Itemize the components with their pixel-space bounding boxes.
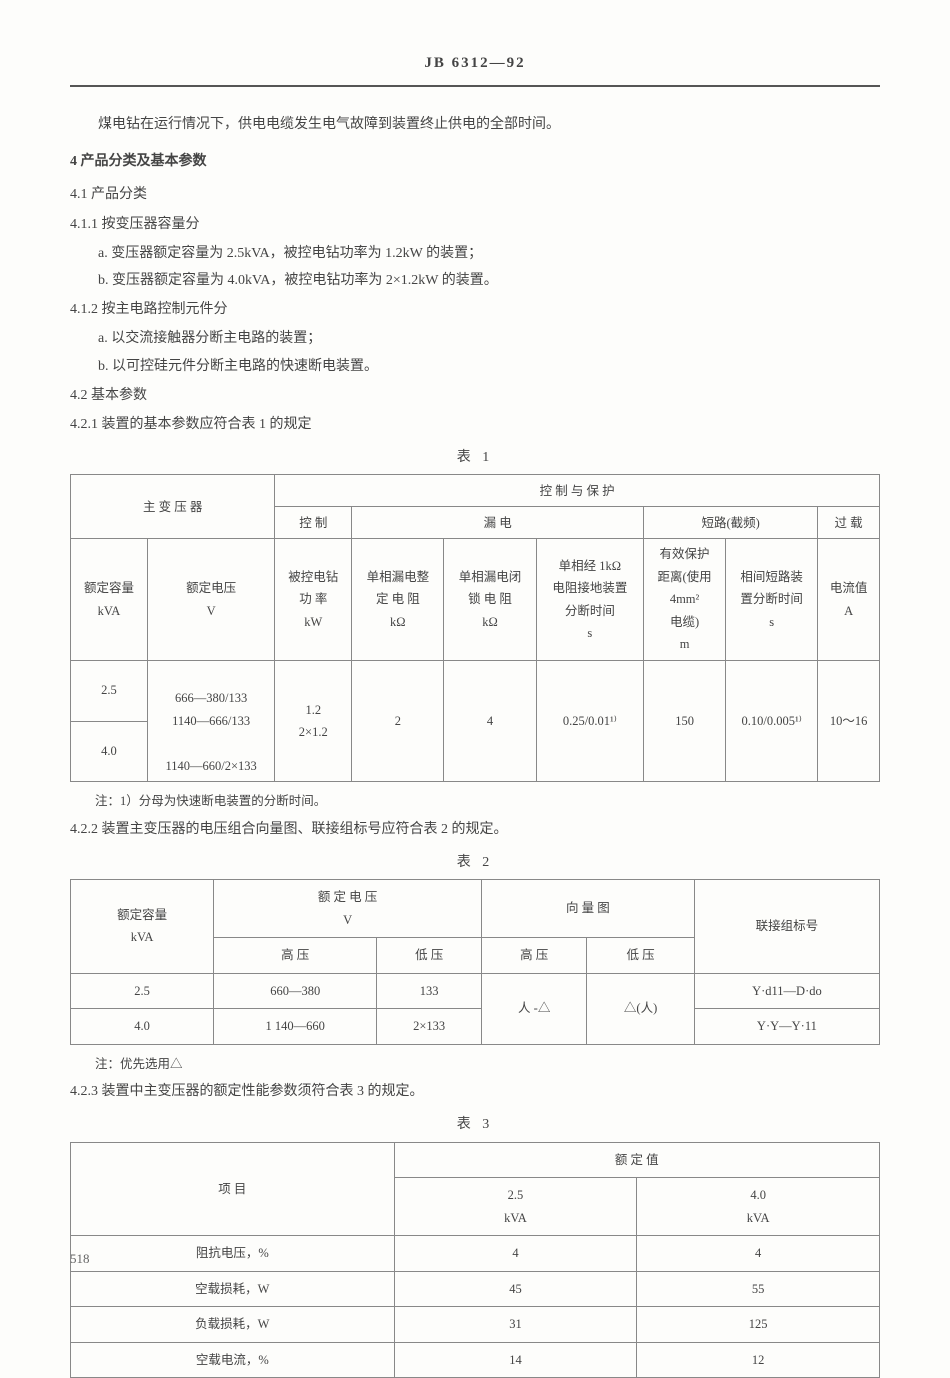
table3-caption: 表 3 [70,1112,880,1137]
t1-r2-volt: 1140—660/2×133 [165,759,256,773]
intro-paragraph: 煤电钻在运行情况下，供电电缆发生电气故障到装置终止供电的全部时间。 [70,112,880,137]
t3-h-rated: 额 定 值 [394,1142,879,1178]
table1-note: 注：1）分母为快速断电装置的分断时间。 [95,790,880,813]
section-4-1-1-title: 4.1.1 按变压器容量分 [70,212,880,237]
doc-number: JB 6312—92 [424,55,525,71]
t2-r1-lv: 133 [377,973,482,1009]
doc-number-header: JB 6312—92 [70,50,880,87]
t2-h-lv2: 低 压 [587,938,694,974]
t1-h-leak: 漏 电 [352,507,644,539]
t1-r-leak1: 2 [352,660,444,782]
t1-r-leak2: 4 [444,660,536,782]
t2-r2-cap: 4.0 [71,1009,214,1045]
t1-r-volt: 666—380/133 1140—666/133 1140—660/2×133 [147,660,274,782]
t2-r1-hv: 660—380 [214,973,377,1009]
t3-r1-item: 阻抗电压，% [71,1236,395,1272]
section-4-1-title: 4.1 产品分类 [70,182,880,207]
t2-r-vec-lv: △(人) [587,973,694,1044]
t2-r-vec-hv: 人 -△ [482,973,587,1044]
item-4-1-1-b: b. 变压器额定容量为 4.0kVA，被控电钻功率为 2×1.2kW 的装置。 [98,268,880,293]
t2-h-lv1: 低 压 [377,938,482,974]
t1-h-main-trans: 主 变 压 器 [71,475,275,539]
t1-r-dist: 150 [644,660,726,782]
section-4-title: 4 产品分类及基本参数 [70,149,880,174]
section-4-2-3: 4.2.3 装置中主变压器的额定性能参数须符合表 3 的规定。 [70,1079,880,1104]
t3-r1-v40: 4 [637,1236,880,1272]
t3-r3-v25: 31 [394,1307,637,1343]
section-4-2-1: 4.2.1 装置的基本参数应符合表 1 的规定 [70,412,880,437]
t2-r1-cap: 2.5 [71,973,214,1009]
section-4-2-2: 4.2.2 装置主变压器的电压组合向量图、联接组标号应符合表 2 的规定。 [70,817,880,842]
t1-h-ctrl: 控 制 [275,507,352,539]
t3-h-40: 4.0 kVA [637,1178,880,1236]
section-4-1-2-title: 4.1.2 按主电路控制元件分 [70,297,880,322]
t2-r2-lv: 2×133 [377,1009,482,1045]
t2-h-vec: 向 量 图 [482,880,695,938]
t3-r4-v40: 12 [637,1342,880,1378]
t3-r3-item: 负载损耗，W [71,1307,395,1343]
table1-caption: 表 1 [70,445,880,470]
table-3: 项 目 额 定 值 2.5 kVA 4.0 kVA 阻抗电压，% 4 4 空载损… [70,1142,880,1378]
t1-h-leak1: 单相漏电整 定 电 阻 kΩ [352,539,444,661]
table-2: 额定容量 kVA 额 定 电 压 V 向 量 图 联接组标号 高 压 低 压 高… [70,879,880,1045]
t1-h-current: 电流值 A [818,539,880,661]
page-number: 518 [70,1247,90,1270]
t1-h-overload: 过 载 [818,507,880,539]
item-4-1-2-a: a. 以交流接触器分断主电路的装置； [98,326,880,351]
t3-h-item: 项 目 [71,1142,395,1236]
t3-r2-v40: 55 [637,1271,880,1307]
t3-r1-v25: 4 [394,1236,637,1272]
t1-h-dist: 有效保护 距离(使用 4mm² 电缆) m [644,539,726,661]
t2-h-cap: 额定容量 kVA [71,880,214,974]
t2-h-volt: 额 定 电 压 V [214,880,482,938]
t1-r-short: 0.10/0.005¹⁾ [726,660,818,782]
t1-r2-cap: 4.0 [71,721,148,782]
t1-h-short: 短路(截频) [644,507,818,539]
section-4-2-title: 4.2 基本参数 [70,383,880,408]
t1-h-cap: 额定容量 kVA [71,539,148,661]
t1-h-leak3: 单相经 1kΩ 电阻接地装置 分断时间 s [536,539,643,661]
t3-r4-item: 空载电流，% [71,1342,395,1378]
t1-r-current: 10～16 [818,660,880,782]
t3-r4-v25: 14 [394,1342,637,1378]
t2-h-conn: 联接组标号 [694,880,879,974]
t2-r2-hv: 1 140—660 [214,1009,377,1045]
t3-h-25: 2.5 kVA [394,1178,637,1236]
item-4-1-2-b: b. 以可控硅元件分断主电路的快速断电装置。 [98,354,880,379]
t1-r-power: 1.2 2×1.2 [275,660,352,782]
t1-r1-cap: 2.5 [71,660,148,721]
t1-h-ctrl-prot: 控 制 与 保 护 [275,475,880,507]
t2-r1-conn: Y·d11—D·do [694,973,879,1009]
t3-r2-v25: 45 [394,1271,637,1307]
t1-h-short-time: 相间短路装 置分断时间 s [726,539,818,661]
t1-r1-volt: 666—380/133 1140—666/133 [172,691,250,728]
table-1: 主 变 压 器 控 制 与 保 护 控 制 漏 电 短路(截频) 过 载 额定容… [70,474,880,782]
t2-h-hv2: 高 压 [482,938,587,974]
item-4-1-1-a: a. 变压器额定容量为 2.5kVA，被控电钻功率为 1.2kW 的装置； [98,241,880,266]
t1-r-leak3: 0.25/0.01¹⁾ [536,660,643,782]
t2-h-hv1: 高 压 [214,938,377,974]
t3-r2-item: 空载损耗，W [71,1271,395,1307]
table2-note: 注：优先选用△ [95,1053,880,1076]
table2-caption: 表 2 [70,850,880,875]
t1-h-leak2: 单相漏电闭 锁 电 阻 kΩ [444,539,536,661]
t1-h-power: 被控电钻 功 率 kW [275,539,352,661]
t2-r2-conn: Y·Y—Y·11 [694,1009,879,1045]
t3-r3-v40: 125 [637,1307,880,1343]
t1-h-volt: 额定电压 V [147,539,274,661]
